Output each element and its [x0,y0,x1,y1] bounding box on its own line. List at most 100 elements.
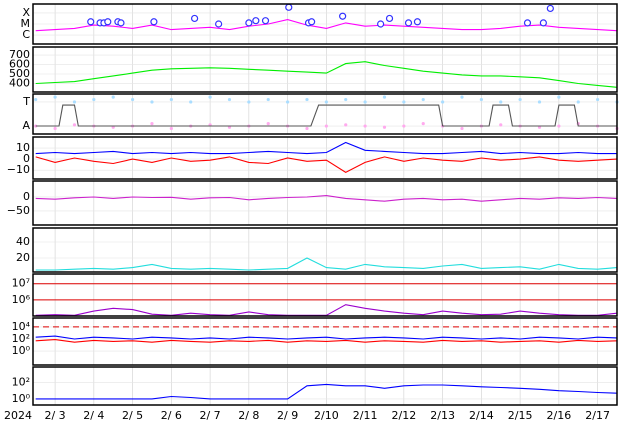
x-tick-label: 2/ 5 [122,409,143,422]
y-tick-label: 10² [12,376,30,389]
data-point [227,97,232,102]
data-point [441,100,445,104]
panel-frame [32,227,618,273]
data-point [72,100,77,104]
data-point [130,97,135,102]
y-tick-label: 10⁷ [12,277,30,290]
data-point [460,126,464,131]
panel-frame [32,136,618,180]
data-point [421,97,425,102]
data-point [308,18,316,26]
data-point [596,97,600,102]
data-point [169,126,173,131]
series-line [35,195,618,202]
data-point [111,95,115,99]
data-point [324,124,328,128]
y-tick-label: 0 [23,152,30,165]
data-point [518,97,522,102]
x-tick-label: 2/17 [585,409,610,422]
data-point [460,95,464,99]
data-point [324,100,328,104]
x-tick-label: 2/ 8 [238,409,259,422]
y-tick-label: T [22,95,30,108]
panel-frame [32,273,618,317]
data-point [190,14,199,23]
y-tick-label: 10⁴ [12,320,31,333]
data-point [377,20,385,28]
panel-frame [32,93,618,135]
y-tick-label: 20 [16,251,30,264]
data-point [557,124,561,128]
y-tick-label: X [22,6,30,19]
data-point [404,19,413,27]
data-point [363,100,367,104]
y-tick-label: C [22,28,30,41]
data-point [479,97,483,102]
series-line [35,383,618,400]
data-point [537,100,542,104]
data-point [34,97,38,102]
y-tick-label: 500 [9,67,30,80]
data-point [499,100,503,104]
x-tick-label: 2/ 6 [161,409,182,422]
data-point [499,123,503,127]
data-point [150,18,158,26]
y-tick-label: 10² [12,332,30,345]
data-point [363,124,367,128]
series-line [35,61,618,88]
x-tick-label: 2/15 [508,409,533,422]
data-point [285,3,293,11]
data-point [523,19,532,27]
data-point [92,97,96,102]
series-line [35,141,617,155]
data-point [117,19,125,27]
y-tick-label: −50 [7,204,30,217]
panel-frame [32,180,618,226]
data-point [252,17,260,25]
data-point [72,123,77,127]
data-point [104,18,112,26]
data-point [286,100,290,104]
x-tick-label: 2/12 [392,409,417,422]
data-point [539,19,547,27]
data-point [53,126,57,131]
data-point [339,12,347,20]
data-point [385,14,394,23]
data-point [305,126,309,131]
data-point [215,20,223,28]
y-tick-label: 400 [9,76,30,89]
y-tick-label: 40 [16,235,30,248]
x-tick-label: 2/ 7 [199,409,220,422]
x-tick-label: 2/ 9 [277,409,298,422]
data-point [402,124,406,128]
y-tick-label: A [22,119,30,132]
data-point [189,100,193,104]
panel-frame [32,3,618,45]
panel-frame [32,317,618,366]
data-point [546,4,554,13]
x-tick-label: 2/13 [430,409,455,422]
data-point [557,95,561,99]
y-tick-label: M [21,17,31,30]
data-point [421,122,425,126]
data-point [150,100,154,104]
y-tick-label: 0 [23,190,30,203]
y-tick-label: 600 [9,58,30,71]
data-point [402,100,406,104]
series-line [35,104,617,127]
y-tick-label: 10⁶ [12,293,31,306]
data-point [576,100,580,104]
data-point [266,97,270,102]
data-point [53,95,57,99]
data-point [208,95,212,99]
series-line [35,339,618,343]
data-point [245,19,253,27]
y-tick-label: 700 [9,48,30,61]
series-line [35,257,618,271]
x-tick-label: 2/11 [353,409,378,422]
data-point [382,95,387,99]
x-tick-label: 2/ 4 [83,409,104,422]
data-point [87,18,95,26]
data-point [413,18,422,26]
